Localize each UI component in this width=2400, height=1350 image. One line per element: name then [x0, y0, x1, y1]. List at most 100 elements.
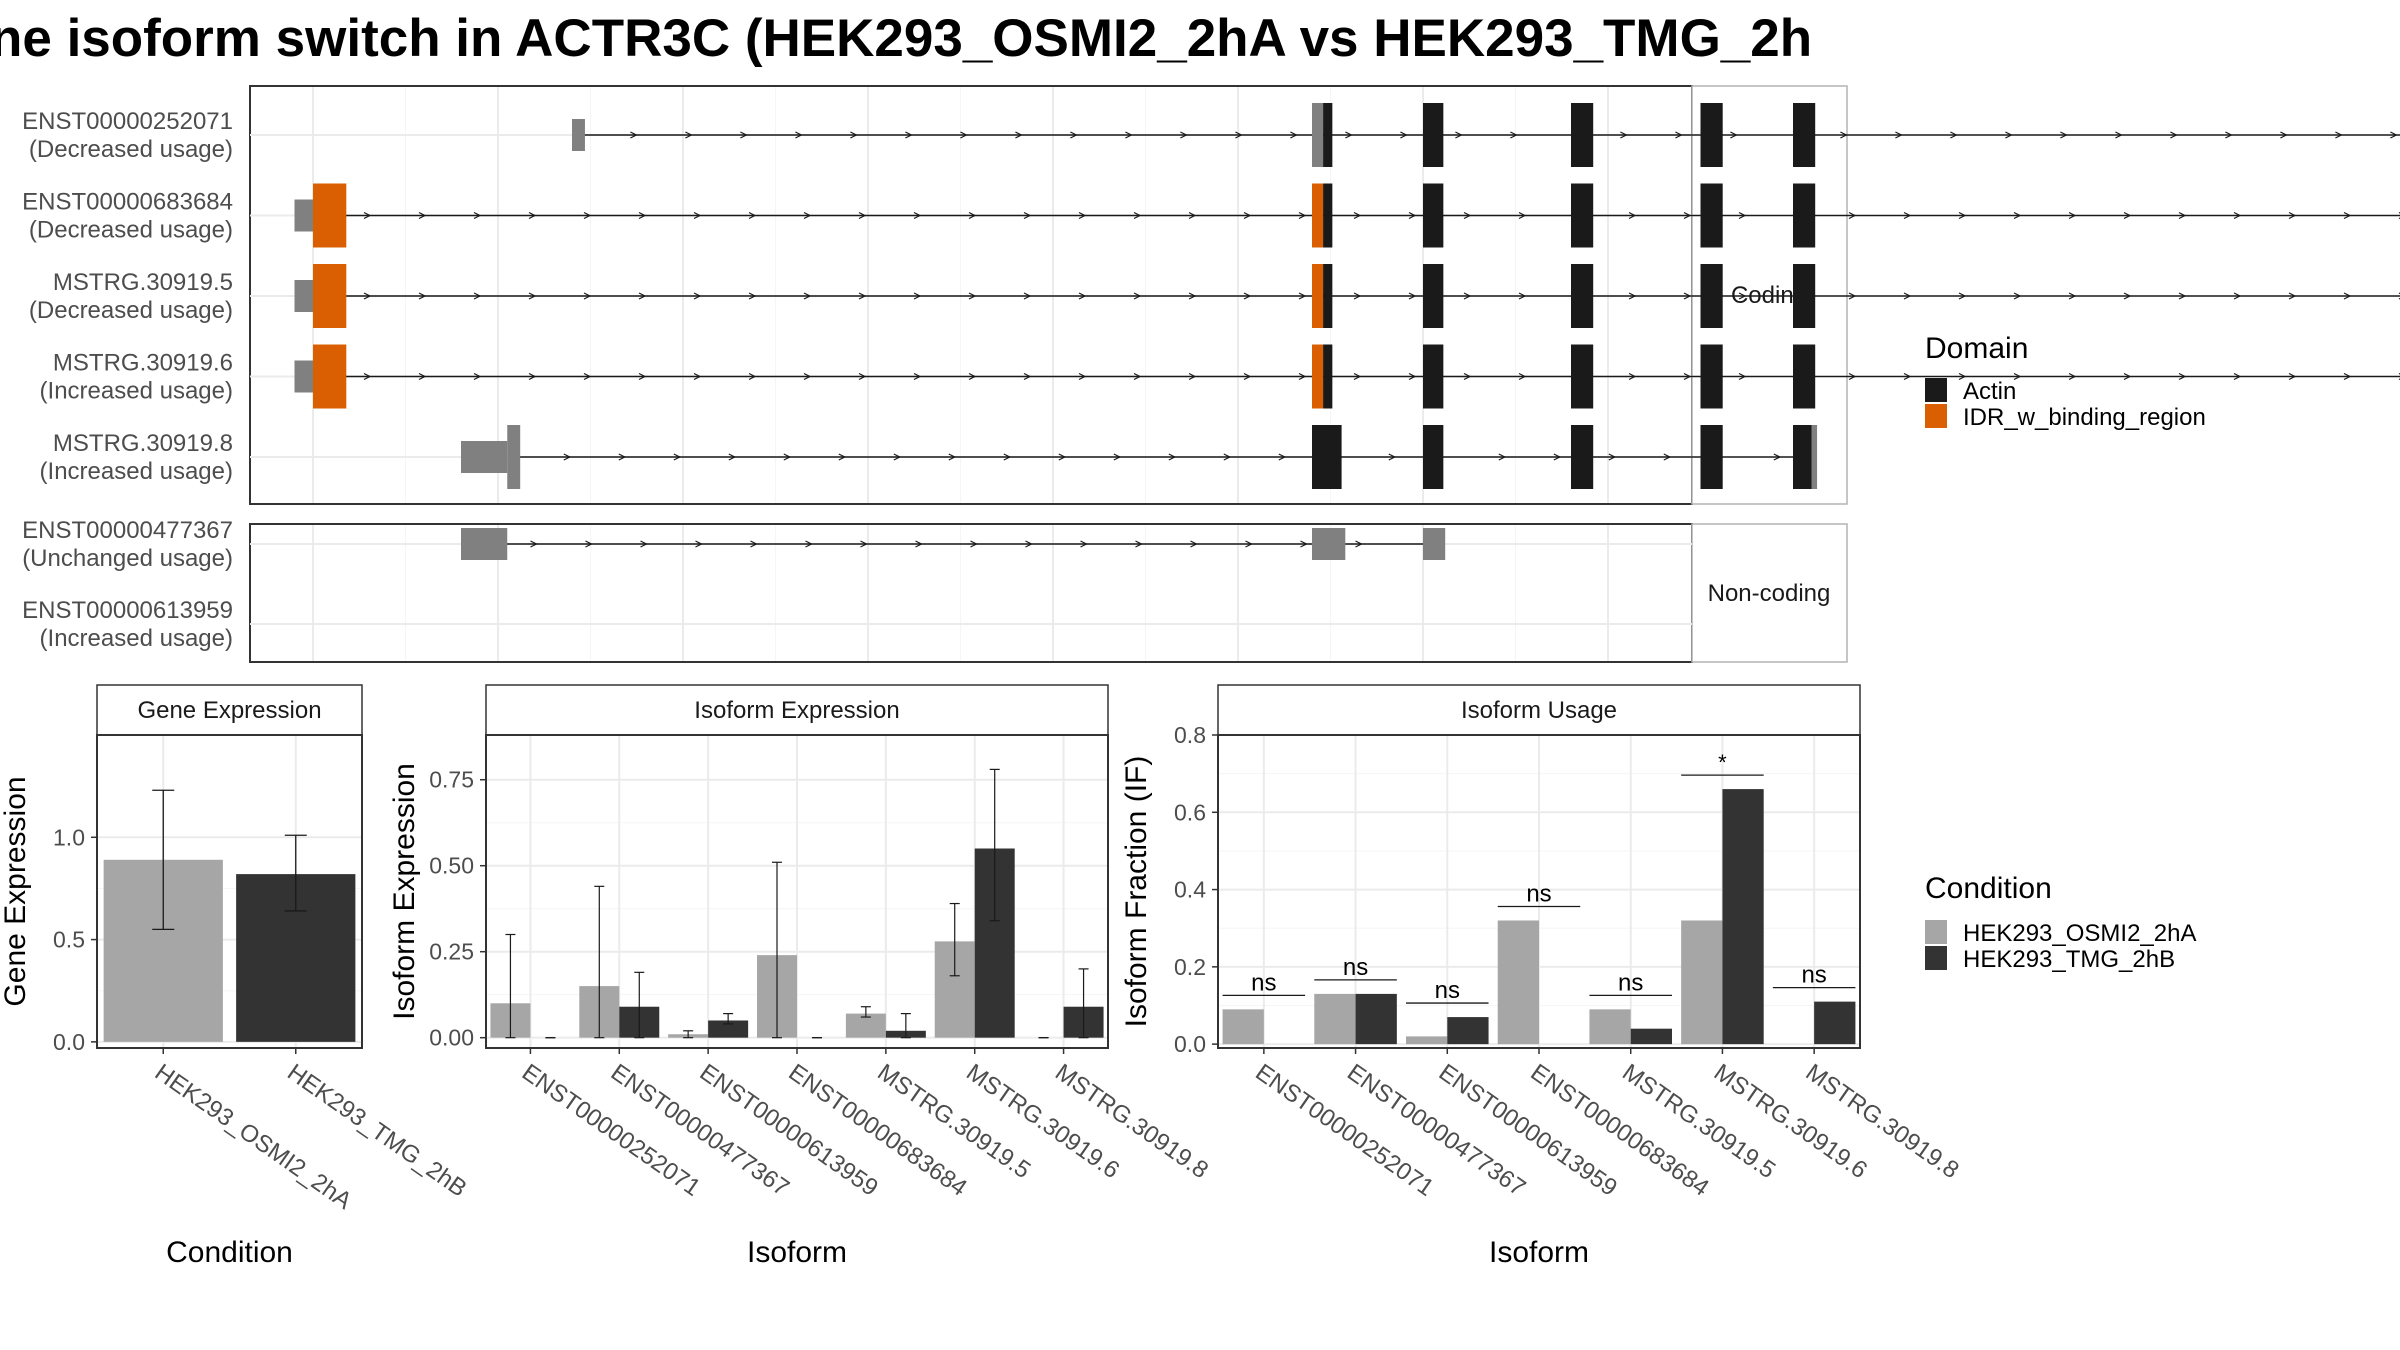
direction-arrow [583, 292, 592, 300]
actin-domain-exon [1700, 103, 1723, 167]
direction-arrow [1903, 211, 1912, 220]
direction-arrow [1773, 453, 1782, 461]
direction-arrow [2233, 292, 2242, 300]
direction-arrow [1190, 540, 1198, 548]
direction-arrow [1133, 211, 1142, 220]
direction-arrow [1628, 372, 1637, 381]
transcript-usage-label: (Increased usage) [40, 625, 233, 652]
gene-expression-panel: Gene Expression0.00.51.0HEK293_OSMI2_2hA… [0, 684, 472, 1269]
direction-arrow [418, 372, 427, 381]
direction-arrow [2123, 211, 2132, 220]
direction-arrow [913, 372, 922, 381]
tick-label-x: MSTRG.30919.8 [1801, 1059, 1964, 1184]
transcript-label: MSTRG.30919.8 [53, 430, 233, 457]
direction-arrow [1188, 292, 1197, 300]
transcript-row: ENST00000252071(Decreased usage) [22, 103, 2400, 167]
direction-arrow [1243, 292, 1252, 300]
transcript-row: MSTRG.30919.8(Increased usage) [40, 425, 1818, 489]
direction-arrow [2115, 131, 2123, 139]
direction-arrow [418, 292, 427, 300]
direction-arrow [893, 453, 902, 461]
transcript-label: ENST00000683684 [22, 189, 233, 216]
direction-arrow [1188, 211, 1197, 220]
tick-label-y: 0.2 [1174, 954, 1206, 980]
direction-arrow [1015, 131, 1023, 139]
direction-arrow [1080, 540, 1088, 548]
bar [1314, 993, 1356, 1045]
direction-arrow [1683, 211, 1692, 220]
direction-arrow [2288, 211, 2297, 220]
direction-arrow [1070, 131, 1078, 139]
significance-label: ns [1251, 969, 1276, 996]
tick-label-y: 1.0 [53, 824, 85, 850]
direction-arrow [1848, 372, 1857, 381]
direction-arrow [563, 453, 572, 461]
direction-arrow [1730, 131, 1738, 139]
direction-arrow [2068, 211, 2077, 220]
tick-label-y: 0.6 [1174, 799, 1206, 825]
direction-arrow [2225, 131, 2233, 139]
significance-label: ns [1343, 954, 1368, 981]
direction-arrow [1518, 292, 1527, 300]
bar [1681, 920, 1723, 1045]
bar [1406, 1036, 1448, 1045]
actin-domain-exon [1423, 103, 1444, 167]
direction-arrow [1003, 453, 1012, 461]
direction-arrow [740, 131, 748, 139]
idr-domain-exon [313, 183, 347, 248]
direction-arrow [1400, 131, 1408, 139]
direction-arrow [970, 540, 978, 548]
direction-arrow [1675, 131, 1683, 139]
tick-label-y: 0.0 [53, 1029, 85, 1055]
actin-domain-exon [1323, 183, 1333, 248]
direction-arrow [1113, 453, 1122, 461]
bar [1630, 1028, 1672, 1045]
panel-border [96, 734, 363, 1049]
direction-arrow [1388, 453, 1397, 461]
direction-arrow [673, 453, 682, 461]
tick-label-x: MSTRG.30919.8 [1050, 1059, 1213, 1184]
significance-label: ns [1526, 880, 1551, 907]
tick-label-x: MSTRG.30919.5 [1617, 1059, 1780, 1184]
direction-arrow [1353, 372, 1362, 381]
direction-arrow [2005, 131, 2013, 139]
direction-arrow [913, 211, 922, 220]
direction-arrow [630, 131, 638, 139]
direction-arrow [1298, 292, 1307, 300]
utr-exon [1423, 528, 1446, 560]
panel-strip [1217, 684, 1861, 736]
direction-arrow [1223, 453, 1232, 461]
direction-arrow [2335, 131, 2343, 139]
direction-arrow [1903, 292, 1912, 300]
direction-arrow [1463, 372, 1472, 381]
direction-arrow [905, 131, 913, 139]
direction-arrow [1243, 211, 1252, 220]
direction-arrow [1683, 292, 1692, 300]
direction-arrow [585, 540, 593, 548]
direction-arrow [1168, 453, 1177, 461]
actin-domain-exon [1571, 103, 1594, 167]
direction-arrow [583, 211, 592, 220]
direction-arrow [363, 292, 372, 300]
utr-exon [294, 280, 313, 312]
direction-arrow [1278, 453, 1287, 461]
direction-arrow [968, 211, 977, 220]
direction-arrow [528, 211, 537, 220]
direction-arrow [858, 372, 867, 381]
direction-arrow [1628, 211, 1637, 220]
direction-arrow [1463, 292, 1472, 300]
direction-arrow [783, 453, 792, 461]
utr-exon [1312, 103, 1324, 167]
direction-arrow [750, 540, 758, 548]
direction-arrow [1895, 131, 1903, 139]
direction-arrow [2068, 292, 2077, 300]
bar [1722, 789, 1764, 1045]
direction-arrow [1058, 453, 1067, 461]
direction-arrow [1078, 292, 1087, 300]
direction-arrow [858, 211, 867, 220]
tick-label-x: MSTRG.30919.6 [961, 1059, 1124, 1184]
panel-strip-label: Gene Expression [137, 697, 321, 724]
direction-arrow [1243, 372, 1252, 381]
